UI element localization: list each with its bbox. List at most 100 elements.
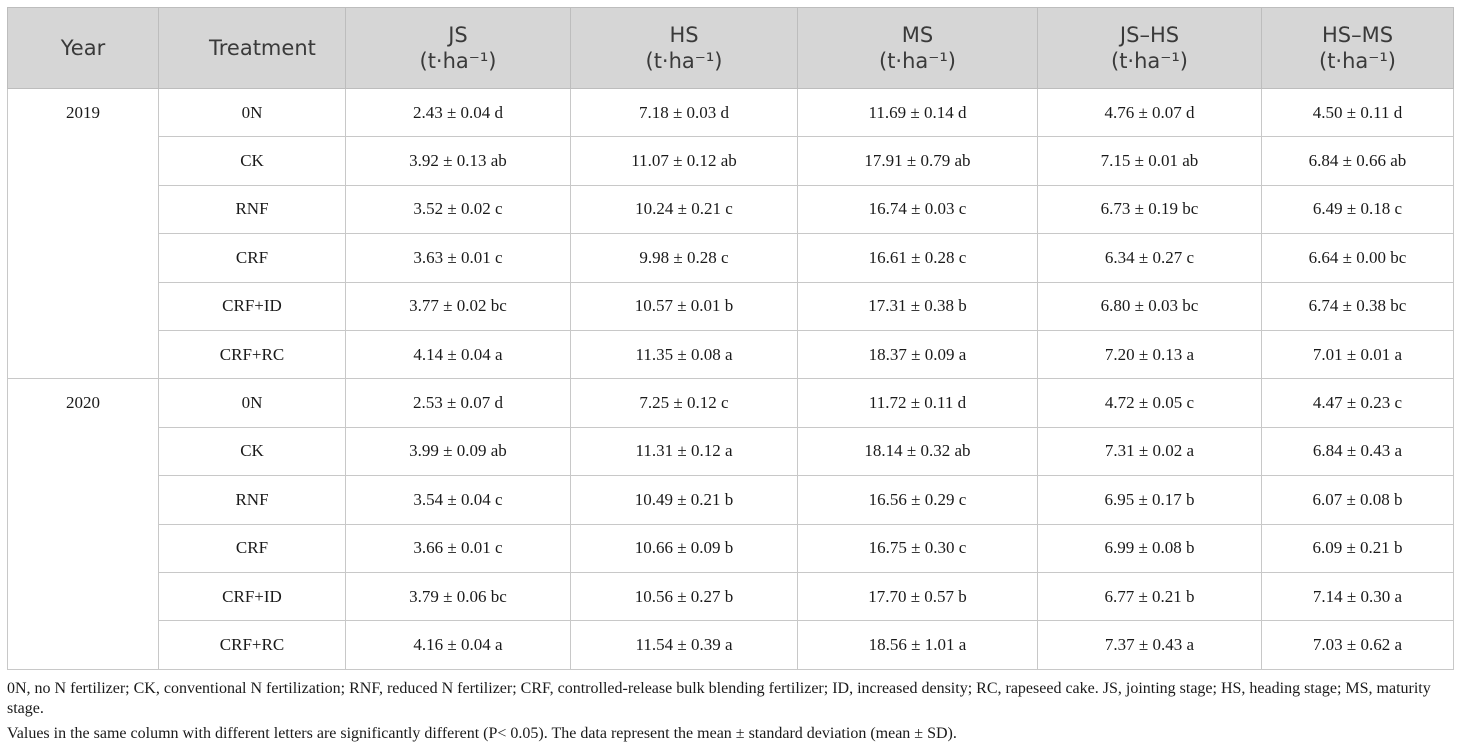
value-cell: 7.14 ± 0.30 a [1261,571,1454,622]
value-cell: 6.49 ± 0.18 c [1261,184,1454,235]
value-cell: 3.63 ± 0.01 c [345,233,571,283]
header-unit: (t·ha⁻¹) [645,49,723,73]
header-cell: Year [7,7,159,89]
year-cell [7,620,159,670]
table-row: CRF 3.66 ± 0.01 c 10.66 ± 0.09 b 16.75 ± 0.… [7,523,1454,573]
year-cell [7,572,159,621]
header-cell: JS (t·ha⁻¹) [345,7,571,89]
table-row: CK 3.99 ± 0.09 ab 11.31 ± 0.12 a 18.14 ± 0.… [7,426,1454,477]
treatment-cell: CRF [158,233,346,283]
year-cell: 2019 [7,87,159,137]
year-cell [7,136,159,186]
table-row: CRF+ID 3.77 ± 0.02 bc 10.57 ± 0.01 b 17.31 … [7,281,1454,331]
header-name: MS [901,23,934,47]
value-cell: 18.56 ± 1.01 a [797,620,1038,670]
value-cell: 3.99 ± 0.09 ab [345,426,571,477]
header-unit: (t·ha⁻¹) [419,49,497,73]
value-cell: 10.56 ± 0.27 b [570,571,798,622]
value-cell: 11.72 ± 0.11 d [797,378,1038,428]
treatment-cell: CRF+ID [158,281,346,331]
value-cell: 4.16 ± 0.04 a [345,620,571,670]
header-cell: MS (t·ha⁻¹) [797,7,1038,89]
value-cell: 11.54 ± 0.39 a [570,620,798,670]
value-cell: 7.25 ± 0.12 c [570,378,798,428]
table-row: CRF+RC 4.16 ± 0.04 a 11.54 ± 0.39 a 18.56 ±… [7,620,1454,670]
header-cell: HS–MS (t·ha⁻¹) [1261,7,1454,89]
table-row: CRF+ID 3.79 ± 0.06 bc 10.56 ± 0.27 b 17.70 … [7,571,1454,622]
value-cell: 11.31 ± 0.12 a [570,426,798,477]
value-cell: 16.74 ± 0.03 c [797,184,1038,235]
header-cell: JS–HS (t·ha⁻¹) [1037,7,1262,89]
treatment-cell: 0N [158,378,346,428]
header-unit: (t·ha⁻¹) [879,49,956,73]
table-row: 2020 0N 2.53 ± 0.07 d 7.25 ± 0.12 c 11.72 ± … [7,378,1454,428]
year-cell [7,185,159,234]
value-cell: 3.66 ± 0.01 c [345,523,571,573]
value-cell: 7.31 ± 0.02 a [1037,426,1262,477]
value-cell: 10.24 ± 0.21 c [570,184,798,235]
value-cell: 6.77 ± 0.21 b [1037,571,1262,622]
treatment-cell: CRF+ID [158,571,346,622]
value-cell: 4.14 ± 0.04 a [345,329,571,380]
value-cell: 17.70 ± 0.57 b [797,571,1038,622]
value-cell: 6.80 ± 0.03 bc [1037,281,1262,331]
table-head: Year Treatment JS (t·ha⁻¹) HS (t·ha⁻¹) MS (t·… [7,7,1454,89]
table-row: CRF+RC 4.14 ± 0.04 a 11.35 ± 0.08 a 18.37 ±… [7,329,1454,380]
data-table: Year Treatment JS (t·ha⁻¹) HS (t·ha⁻¹) MS (t·… [7,7,1454,670]
treatment-cell: CK [158,136,346,186]
value-cell: 4.50 ± 0.11 d [1261,87,1454,138]
treatment-cell: CRF+RC [158,329,346,380]
table-row: CK 3.92 ± 0.13 ab 11.07 ± 0.12 ab 17.91 ± 0… [7,136,1454,186]
value-cell: 6.64 ± 0.00 bc [1261,233,1454,283]
treatment-cell: RNF [158,184,346,235]
table-row: CRF 3.63 ± 0.01 c 9.98 ± 0.28 c 16.61 ± 0.2… [7,233,1454,283]
value-cell: 6.84 ± 0.43 a [1261,426,1454,477]
table-wrap: Year Treatment JS (t·ha⁻¹) HS (t·ha⁻¹) MS (t·… [7,7,1454,744]
treatment-cell: CRF [158,523,346,573]
treatment-cell: RNF [158,475,346,525]
value-cell: 7.18 ± 0.03 d [570,87,798,138]
value-cell: 6.34 ± 0.27 c [1037,233,1262,283]
value-cell: 17.31 ± 0.38 b [797,281,1038,331]
header-name: HS–MS [1321,23,1394,47]
value-cell: 6.84 ± 0.66 ab [1261,136,1454,186]
value-cell: 7.20 ± 0.13 a [1037,329,1262,380]
value-cell: 7.01 ± 0.01 a [1261,329,1454,380]
treatment-cell: 0N [158,87,346,138]
value-cell: 11.69 ± 0.14 d [797,87,1038,138]
year-cell: 2020 [7,378,159,428]
table-row: RNF 3.54 ± 0.04 c 10.49 ± 0.21 b 16.56 ± 0.… [7,475,1454,525]
treatment-cell: CK [158,426,346,477]
value-cell: 6.74 ± 0.38 bc [1261,281,1454,331]
value-cell: 16.61 ± 0.28 c [797,233,1038,283]
header-name: JS [448,23,468,47]
value-cell: 17.91 ± 0.79 ab [797,136,1038,186]
header-name: JS–HS [1119,23,1180,47]
value-cell: 10.66 ± 0.09 b [570,523,798,573]
year-cell [7,330,159,380]
table-body: 2019 0N 2.43 ± 0.04 d 7.18 ± 0.03 d 11.69 ± … [7,87,1454,670]
treatment-cell: CRF+RC [158,620,346,670]
value-cell: 10.57 ± 0.01 b [570,281,798,331]
year-cell [7,282,159,331]
value-cell: 2.53 ± 0.07 d [345,378,571,428]
value-cell: 3.52 ± 0.02 c [345,184,571,235]
value-cell: 9.98 ± 0.28 c [570,233,798,283]
year-cell [7,524,159,573]
value-cell: 3.79 ± 0.06 bc [345,571,571,622]
year-cell [7,233,159,283]
header-unit: (t·ha⁻¹) [1111,49,1188,73]
value-cell: 4.76 ± 0.07 d [1037,87,1262,138]
value-cell: 11.35 ± 0.08 a [570,329,798,380]
header-row: Year Treatment JS (t·ha⁻¹) HS (t·ha⁻¹) MS (t·… [7,7,1454,89]
header-cell: HS (t·ha⁻¹) [570,7,798,89]
value-cell: 6.95 ± 0.17 b [1037,475,1262,525]
value-cell: 7.03 ± 0.62 a [1261,620,1454,670]
table-row: 2019 0N 2.43 ± 0.04 d 7.18 ± 0.03 d 11.69 ± … [7,87,1454,138]
value-cell: 3.92 ± 0.13 ab [345,136,571,186]
value-cell: 6.07 ± 0.08 b [1261,475,1454,525]
value-cell: 3.77 ± 0.02 bc [345,281,571,331]
footnote: Values in the same column with different… [7,724,957,742]
value-cell: 18.14 ± 0.32 ab [797,426,1038,477]
